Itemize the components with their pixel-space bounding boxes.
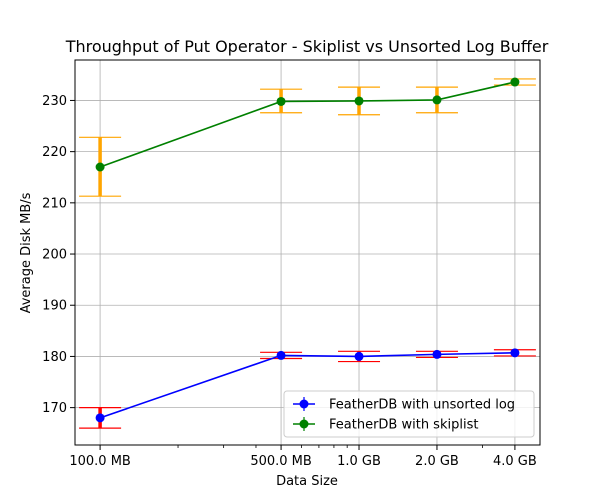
y-tick-label: 230 [42,94,67,109]
y-tick-label: 180 [42,350,67,365]
x-tick-label: 500.0 MB [250,454,311,469]
data-point [432,349,442,359]
x-tick-label: 4.0 GB [493,454,537,469]
y-tick-label: 190 [42,299,67,314]
grid-layer [75,60,540,445]
y-tick-label: 210 [42,196,67,211]
x-tick-label: 1.0 GB [337,454,381,469]
chart-title: Throughput of Put Operator - Skiplist vs… [65,37,549,56]
plot-frame [74,59,541,446]
legend-marker [299,419,309,429]
y-tick-label: 220 [42,145,67,160]
data-point [510,77,520,87]
data-point [276,350,286,360]
legend-box [283,390,535,438]
axes-layer [74,59,541,446]
data-point [354,96,364,106]
ticks-layer: 100.0 MB 500.0 MB 1.0 GB 2.0 GB 4.0 GB 170 180… [42,94,537,469]
data-point [432,95,442,105]
legend-label: FeatherDB with skiplist [329,418,478,433]
series-layer [95,77,520,423]
y-tick-label: 200 [42,248,67,263]
y-tick-label: 170 [42,401,67,416]
data-point [510,348,520,358]
legend-label: FeatherDB with unsorted log [329,398,515,413]
data-point [276,96,286,106]
data-point [354,351,364,361]
data-point [95,162,105,172]
x-tick-label: 2.0 GB [415,454,459,469]
x-tick-label: 100.0 MB [69,454,130,469]
data-point [95,413,105,423]
legend-marker [299,399,309,409]
y-axis-label: Average Disk MB/s [19,192,34,313]
legend: FeatherDB with unsorted log FeatherDB wit… [283,390,535,438]
x-axis-label: Data Size [276,474,338,489]
